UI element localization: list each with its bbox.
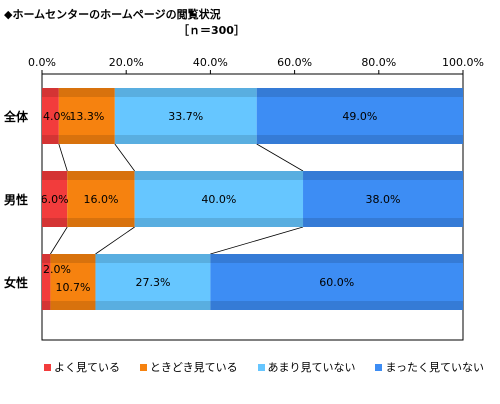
legend-swatch <box>257 363 265 371</box>
x-tick-label: 80.0% <box>361 56 396 69</box>
bar-shade-top <box>42 171 68 180</box>
bar-shade-top <box>58 88 115 97</box>
bar-shade-bottom <box>303 218 463 227</box>
bar-shade-bottom <box>256 135 463 144</box>
bar-shade-bottom <box>50 301 96 310</box>
data-label: 27.3% <box>135 276 170 289</box>
series-line <box>95 226 135 255</box>
bar-segment <box>303 171 463 227</box>
legend-item: ときどき見ている <box>139 359 238 375</box>
bars: 4.0%13.3% 33.7% 49.0% 6.0% 16.0% 40.0% 38.0% 2.… <box>41 88 463 310</box>
bar-segment <box>256 88 463 144</box>
data-label: 2.0% <box>43 263 71 276</box>
bar-shade-bottom <box>42 218 68 227</box>
category-label: 全体 <box>3 109 29 124</box>
legend-item: あまり見ていない <box>257 359 356 375</box>
series-line <box>50 226 68 255</box>
chart-title: ◆ホームセンターのホームページの閲覧状況 <box>4 8 221 21</box>
data-label: 6.0% <box>41 193 69 206</box>
bar-shade-bottom <box>42 301 51 310</box>
bar-segment <box>58 88 115 144</box>
legend: よく見ている ときどき見ている あまり見ていない まったく見ていない <box>44 359 484 375</box>
bar-segment <box>210 254 463 310</box>
data-label: 38.0% <box>366 193 401 206</box>
x-tick-label: 60.0% <box>277 56 312 69</box>
series-lines <box>50 143 304 255</box>
bar-shade-bottom <box>42 135 59 144</box>
bar-segment <box>95 254 211 310</box>
bar-shade-bottom <box>95 301 211 310</box>
bar-segment <box>67 171 135 227</box>
series-line <box>256 143 304 172</box>
bar-shade-top <box>42 254 51 263</box>
bar-segment <box>134 171 304 227</box>
bar-shade-bottom <box>67 218 135 227</box>
bar-shade-bottom <box>134 218 304 227</box>
series-line <box>114 143 135 172</box>
data-label: 4.0% <box>43 110 71 123</box>
bar-shade-top <box>42 88 59 97</box>
bar-segment <box>114 88 257 144</box>
bar-segment <box>42 171 68 227</box>
legend-label: まったく見ていない <box>385 361 484 374</box>
sample-size-label: ［ｎ＝300］ <box>178 24 245 37</box>
x-tick-label: 40.0% <box>193 56 228 69</box>
legend-label: よく見ている <box>54 361 120 374</box>
bar-shade-top <box>303 171 463 180</box>
legend-label: ときどき見ている <box>149 361 238 374</box>
legend-swatch <box>44 363 51 371</box>
category-label: 男性 <box>4 192 28 207</box>
series-line <box>58 143 68 172</box>
data-label: 49.0% <box>342 110 377 123</box>
data-label: 16.0% <box>83 193 118 206</box>
x-tick-label: 20.0% <box>109 56 144 69</box>
series-line <box>210 226 304 255</box>
bar-shade-top <box>95 254 211 263</box>
data-label: 60.0% <box>319 276 354 289</box>
category-label: 女性 <box>4 275 28 290</box>
legend-swatch <box>375 363 383 371</box>
bar-shade-top <box>50 254 96 263</box>
x-tick-label: 100.0% <box>442 56 484 69</box>
data-label: 13.3% <box>69 110 104 123</box>
x-axis-ticks: 0.0% 20.0% 40.0% 60.0% 80.0% 100.0% <box>28 56 484 74</box>
bar-shade-top <box>67 171 135 180</box>
bar-shade-top <box>256 88 463 97</box>
x-tick-label: 0.0% <box>28 56 56 69</box>
bar-shade-bottom <box>210 301 463 310</box>
bar-shade-top <box>114 88 257 97</box>
bar-shade-bottom <box>58 135 115 144</box>
data-label: 40.0% <box>201 193 236 206</box>
bar-segment <box>42 88 59 144</box>
legend-label: あまり見ていない <box>267 361 356 374</box>
bar-segment <box>42 254 51 310</box>
legend-item: まったく見ていない <box>375 359 484 375</box>
bar-shade-top <box>210 254 463 263</box>
bar-shade-bottom <box>114 135 257 144</box>
bar-segment <box>50 254 96 310</box>
data-label: 10.7% <box>55 281 90 294</box>
legend-item: よく見ている <box>44 359 120 375</box>
legend-swatch <box>139 363 147 371</box>
bar-shade-top <box>134 171 304 180</box>
data-label: 33.7% <box>168 110 203 123</box>
